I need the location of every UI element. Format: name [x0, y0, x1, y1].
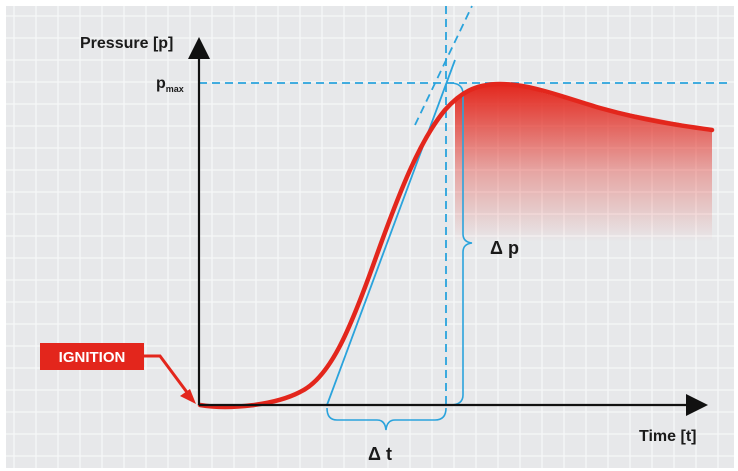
- y-axis-label: Pressure [p]: [80, 35, 173, 52]
- pmax-label-sub: max: [166, 84, 184, 94]
- ignition-label: IGNITION: [59, 349, 126, 366]
- tangent-dashed-line: [414, 5, 473, 126]
- delta-p-brace: [449, 82, 473, 406]
- ignition-pointer-line: [144, 354, 191, 396]
- pressure-area-fill: [455, 82, 712, 242]
- delta-p-label: Δ p: [490, 238, 519, 258]
- delta-t-label: Δ t: [368, 444, 392, 464]
- pmax-label-main: p: [156, 75, 166, 92]
- ignition-box: [40, 343, 144, 370]
- x-axis-label: Time [t]: [639, 428, 696, 445]
- ignition-callout: IGNITION: [40, 343, 196, 404]
- tangent-line: [326, 59, 456, 406]
- pmax-label: pmax: [156, 75, 184, 94]
- ignition-arrowhead: [180, 389, 196, 404]
- pressure-curve: [197, 81, 715, 410]
- delta-t-brace: [326, 407, 447, 431]
